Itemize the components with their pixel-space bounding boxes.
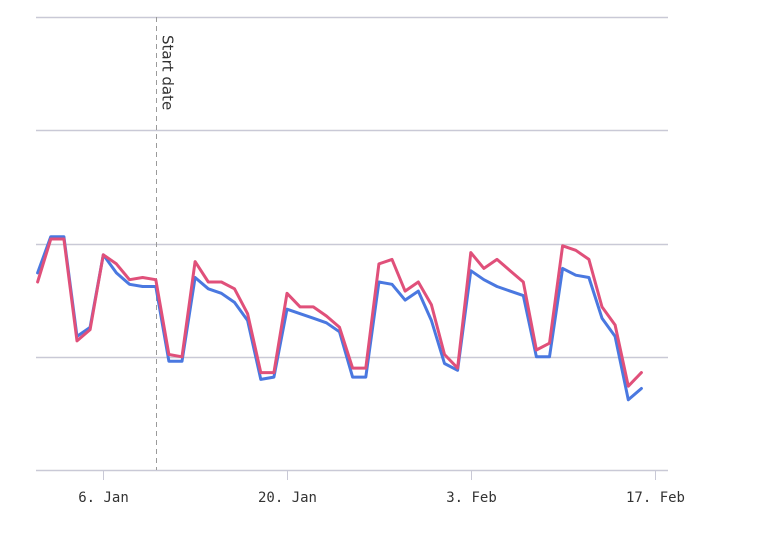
data-point (430, 319, 433, 322)
data-point (272, 371, 276, 374)
data-point (338, 326, 341, 329)
data-point (640, 371, 643, 374)
data-point (36, 280, 39, 284)
data-point (535, 348, 538, 352)
data-point (508, 269, 512, 272)
data-point (180, 360, 184, 363)
data-point (430, 303, 433, 306)
data-point (548, 342, 551, 345)
start-date-label: Start date (159, 35, 177, 110)
data-point (522, 280, 525, 284)
data-point (495, 285, 499, 288)
data-point (600, 305, 604, 309)
data-point (62, 235, 66, 238)
data-point (141, 285, 144, 288)
data-point (325, 321, 328, 324)
data-point (246, 312, 249, 315)
data-point (259, 371, 262, 374)
data-point (613, 335, 617, 338)
data-point (587, 276, 591, 279)
data-point (390, 283, 394, 286)
data-point (312, 317, 315, 320)
series-2-line (36, 237, 643, 388)
data-point (548, 355, 551, 358)
series-lines (36, 235, 643, 402)
data-point (154, 278, 157, 281)
data-point (403, 298, 407, 302)
data-point (220, 280, 223, 284)
data-point (561, 244, 564, 247)
data-point (298, 312, 302, 315)
start-date-annotation: Start date (156, 17, 177, 470)
data-point (443, 362, 446, 365)
data-point (167, 360, 171, 363)
data-point (128, 283, 131, 286)
series-2-points (36, 237, 643, 388)
data-point (285, 292, 289, 295)
data-point (115, 271, 118, 275)
x-tick-label: 3. Feb (446, 490, 497, 506)
data-point (220, 292, 223, 295)
data-point (613, 323, 617, 327)
data-point (640, 387, 643, 390)
data-point (62, 237, 66, 241)
x-axis: 6. Jan 20. Jan 3. Feb 17. Feb (78, 470, 685, 506)
data-point (627, 385, 630, 388)
data-point (535, 355, 538, 358)
data-point (456, 366, 459, 370)
data-point (102, 253, 105, 256)
data-point (88, 328, 92, 331)
data-point (403, 289, 407, 293)
data-point (443, 353, 446, 356)
data-point (600, 317, 604, 320)
data-point (574, 274, 577, 277)
data-point (627, 398, 630, 401)
data-point (456, 369, 459, 372)
data-point (522, 294, 525, 297)
x-tick-label: 20. Jan (258, 490, 317, 506)
data-point (285, 308, 289, 311)
data-point (377, 262, 381, 266)
data-point (587, 258, 591, 261)
data-point (36, 271, 39, 275)
data-point (351, 375, 354, 379)
data-point (128, 278, 131, 281)
data-point (180, 355, 184, 358)
data-point (141, 276, 144, 279)
data-point (561, 267, 564, 270)
data-point (325, 314, 328, 318)
data-point (469, 251, 472, 254)
data-point (298, 305, 302, 309)
data-point (233, 301, 236, 304)
data-point (167, 353, 171, 356)
data-point (207, 280, 210, 284)
data-point (417, 280, 420, 284)
data-point (390, 258, 394, 261)
x-tick-label: 6. Jan (78, 490, 129, 506)
data-point (482, 278, 486, 281)
x-tick-label: 17. Feb (626, 490, 685, 506)
data-point (272, 375, 276, 379)
data-point (508, 289, 512, 293)
data-point (574, 249, 577, 252)
data-point (482, 267, 486, 270)
data-point (115, 262, 118, 266)
y-gridlines (36, 16, 668, 472)
data-point (259, 378, 262, 381)
data-point (417, 289, 420, 293)
data-point (364, 375, 367, 379)
data-point (193, 260, 197, 263)
data-point (377, 280, 381, 284)
data-point (233, 287, 236, 290)
data-point (75, 339, 79, 343)
data-point (364, 366, 367, 370)
data-point (207, 287, 210, 290)
data-point (351, 366, 354, 370)
data-point (312, 305, 315, 309)
series-1-line (36, 235, 643, 402)
data-point (495, 258, 499, 261)
data-point (49, 235, 52, 238)
data-point (49, 237, 52, 241)
